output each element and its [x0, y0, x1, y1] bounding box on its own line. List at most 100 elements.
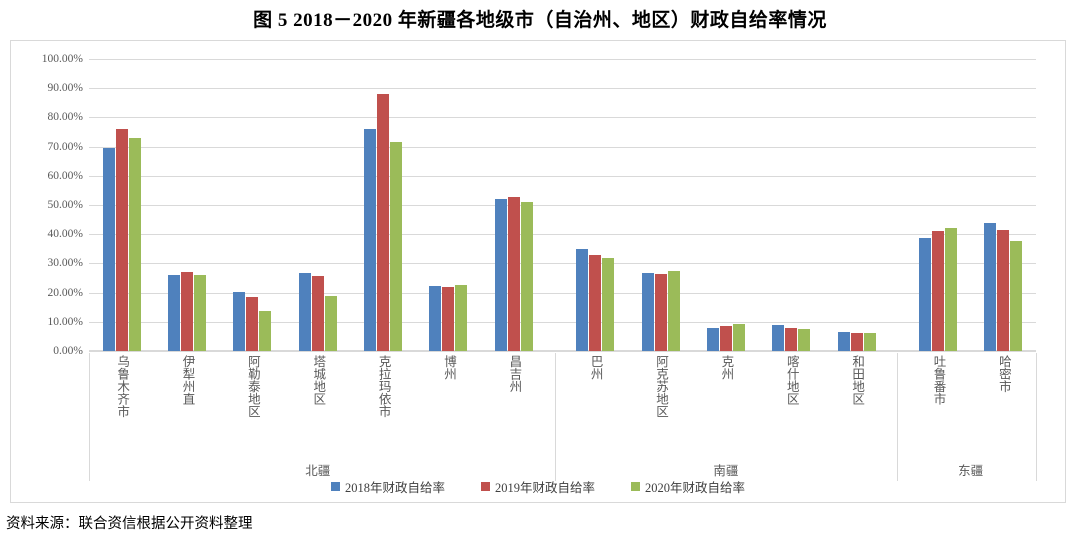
- gridline: [89, 234, 1036, 236]
- category-label: 塔城地区: [311, 355, 326, 405]
- bar: [455, 285, 468, 351]
- bar-group: [824, 59, 889, 351]
- bar: [298, 272, 311, 351]
- chart-container: 0.00% 10.00% 20.00% 30.00% 40.00% 50.00% 60.00…: [10, 40, 1066, 503]
- bar-group: [628, 59, 693, 351]
- bar: [837, 331, 850, 351]
- bar: [1010, 240, 1023, 351]
- bar: [589, 254, 602, 351]
- chart-legend: 2018年财政自给率 2019年财政自给率 2020年财政自给率: [11, 477, 1065, 496]
- gridline: [89, 263, 1036, 265]
- bar: [850, 332, 863, 351]
- category-label: 阿克苏地区: [654, 355, 669, 418]
- bar: [654, 273, 667, 351]
- legend-item[interactable]: 2019年财政自给率: [480, 477, 595, 496]
- bar-group: [416, 59, 481, 351]
- bar: [798, 328, 811, 351]
- bar: [931, 231, 944, 351]
- gridline: [89, 292, 1036, 294]
- bar: [576, 249, 589, 351]
- bar-group: [285, 59, 350, 351]
- region-groups: 北疆 南疆 东疆: [89, 353, 1037, 483]
- bar-group: [350, 59, 415, 351]
- y-axis-tick-label: 30.00%: [47, 257, 83, 270]
- plot-area: 0.00% 10.00% 20.00% 30.00% 40.00% 50.00% 60.00…: [42, 53, 1036, 357]
- region-label: 东疆: [958, 464, 984, 478]
- bar-group: [905, 59, 970, 351]
- legend-item[interactable]: 2020年财政自给率: [631, 477, 745, 496]
- bar-group: [971, 59, 1036, 351]
- bar-group: [693, 59, 758, 351]
- bar: [377, 94, 390, 351]
- category-label: 和田地区: [850, 355, 865, 405]
- bar: [181, 271, 194, 351]
- bar: [115, 128, 128, 351]
- y-axis-tick-label: 50.00%: [47, 199, 83, 211]
- gridline: [89, 175, 1036, 177]
- region-separator: [897, 353, 899, 481]
- category-label: 阿勒泰地区: [245, 355, 260, 418]
- category-label: 克州: [719, 355, 734, 380]
- gridline: [89, 205, 1036, 206]
- x-axis-category-labels: 乌鲁木齐市 伊犁州直 阿勒泰地区 塔城地区 克拉玛依市 博州 昌吉州 巴州 阿克苏地区 克州 喀什地…: [89, 353, 1036, 463]
- bar-group: [481, 59, 546, 351]
- category-label: 克拉玛依市: [376, 355, 391, 418]
- category-label: 喀什地区: [784, 355, 799, 405]
- gridline: [89, 146, 1036, 148]
- bar: [311, 275, 324, 351]
- bar: [324, 295, 337, 351]
- y-axis-tick-label: 40.00%: [47, 228, 83, 241]
- bar-group: [89, 59, 154, 351]
- y-axis-tick-label: 10.00%: [47, 315, 83, 328]
- gridline: [89, 117, 1036, 119]
- bar: [442, 287, 455, 351]
- legend-item[interactable]: 2018年财政自给率: [330, 477, 445, 496]
- bar: [918, 238, 931, 351]
- bar: [168, 274, 181, 351]
- bar: [602, 257, 615, 351]
- source-note: 资料来源：联合资信根据公开资料整理: [6, 516, 253, 532]
- bar: [390, 142, 403, 351]
- gridline: [89, 88, 1036, 90]
- bar-group: [154, 59, 219, 351]
- category-label: 乌鲁木齐市: [115, 355, 130, 418]
- region-label: 北疆: [305, 464, 331, 478]
- legend-swatch-icon: [480, 482, 490, 491]
- gridline: [89, 59, 1036, 60]
- region-separator: [554, 353, 556, 481]
- bar: [246, 297, 259, 351]
- bar: [719, 325, 732, 351]
- category-label: 吐鲁番市: [931, 355, 946, 405]
- gridline: [89, 321, 1036, 323]
- bar: [364, 129, 377, 351]
- y-axis-tick-label: 60.00%: [47, 169, 83, 182]
- bar-group: [220, 59, 285, 351]
- y-axis-tick-label: 0.00%: [53, 345, 83, 357]
- bar: [785, 327, 798, 351]
- category-label: 哈密市: [996, 355, 1011, 393]
- page-title: 图 5 2018－2020 年新疆各地级市（自治州、地区）财政自给率情况: [253, 9, 827, 31]
- bar: [520, 202, 533, 351]
- legend-label: 2018年财政自给率: [344, 481, 445, 495]
- bar: [429, 286, 442, 351]
- legend-label: 2019年财政自给率: [494, 481, 595, 495]
- bar: [863, 333, 876, 351]
- category-label: 伊犁州直: [180, 355, 195, 405]
- legend-label: 2020年财政自给率: [645, 481, 746, 495]
- region-separator: [89, 353, 90, 481]
- bar: [128, 137, 141, 351]
- category-label: 巴州: [588, 355, 603, 380]
- y-axis-tick-label: 100.00%: [41, 53, 83, 65]
- bar: [944, 228, 957, 351]
- bar: [507, 196, 520, 351]
- bar: [772, 325, 785, 351]
- bar: [732, 324, 745, 351]
- legend-swatch-icon: [330, 482, 340, 491]
- bar: [667, 270, 680, 351]
- category-label: 昌吉州: [507, 355, 522, 393]
- region-separator: [1036, 353, 1037, 481]
- bar-group: [759, 59, 824, 351]
- bar: [233, 291, 246, 351]
- bars-group: [89, 59, 1036, 351]
- region-label: 南疆: [713, 464, 739, 478]
